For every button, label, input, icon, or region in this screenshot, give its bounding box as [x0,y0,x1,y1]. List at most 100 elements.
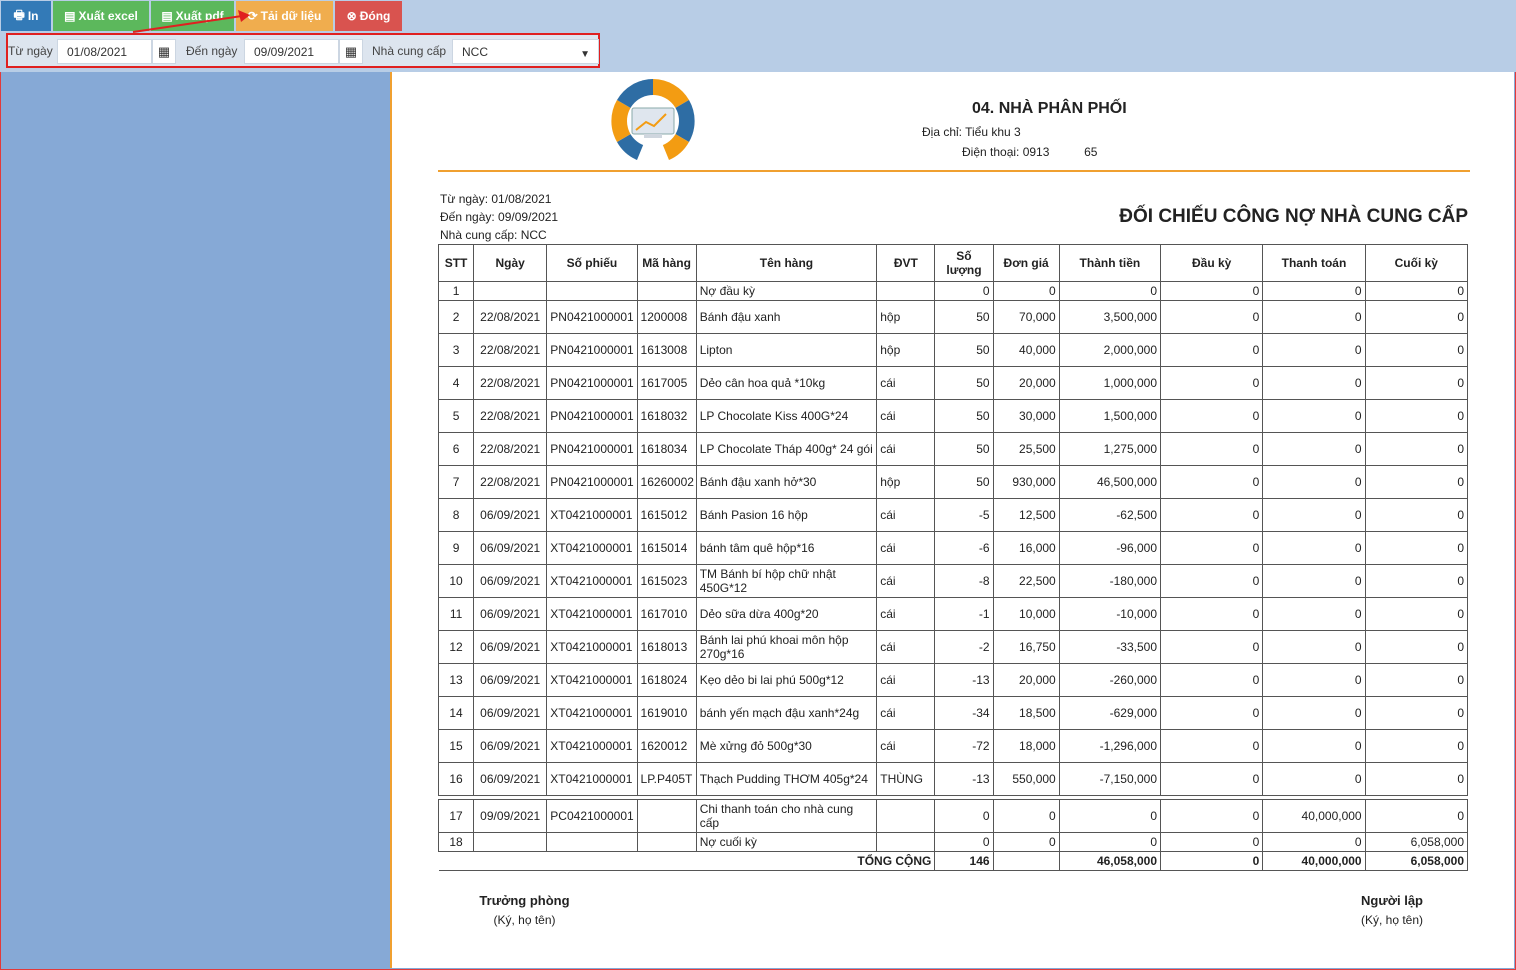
table-cell: 0 [1058,832,1162,852]
table-cell: Bánh đậu xanh hở*30 [695,465,878,499]
table-cell: -629,000 [1058,696,1162,730]
table-cell: Lipton [695,333,878,367]
table-cell: 06/09/2021 [473,762,548,796]
to-date-calendar-icon[interactable]: ▦ [339,39,363,64]
signature-right: Người lập (Ký, họ tên) [1337,893,1447,927]
table-cell: 06/09/2021 [473,729,548,763]
total-payment: 40,000,000 [1262,851,1366,871]
table-cell: 9 [437,531,475,565]
table-row: 10 06/09/2021 XT0421000001 1615023 TM Bánh b… [437,564,1469,598]
table-cell: cái [876,366,936,400]
table-cell: 0 [1160,498,1264,532]
table-cell: -6 [934,531,994,565]
close-label: Đóng [359,9,391,23]
table-cell: XT0421000001 [546,630,638,664]
from-date-calendar-icon[interactable]: ▦ [152,39,176,64]
table-cell: 50 [934,333,994,367]
table-cell: 1615023 [636,564,697,598]
supplier-select[interactable]: NCC ▼ [452,39,599,64]
table-cell: 7 [437,465,475,499]
table-cell: bánh yến mạch đậu xanh*24g [695,696,878,730]
table-cell: 4 [437,366,475,400]
report-from-date: Từ ngày: 01/08/2021 [440,192,552,206]
table-cell: -13 [934,762,994,796]
table-cell: 1618013 [636,630,697,664]
table-header-row: STT Ngày Số phiếu Mã hàng Tên hàng ĐVT Số lượn… [437,244,1469,282]
table-cell: 3 [437,333,475,367]
company-phone: Điện thoại: 0913 65 [962,145,1097,159]
table-cell: -33,500 [1058,630,1162,664]
to-date-label: Đến ngày [186,44,238,58]
pdf-file-icon: ▤ [161,9,173,23]
table-cell: 0 [1364,663,1469,697]
table-cell: cái [876,696,936,730]
close-button[interactable]: ⊗ Đóng [335,1,402,31]
table-cell: cái [876,597,936,631]
column-header: ĐVT [876,244,936,282]
table-cell [636,799,697,833]
column-header: Đầu kỳ [1160,244,1264,282]
signature-right-title: Người lập [1361,893,1423,908]
table-cell: hộp [876,300,936,334]
table-cell: 0 [1364,281,1469,301]
table-cell: cái [876,498,936,532]
print-button[interactable]: 🖶 In [1,1,51,31]
from-date-label: Từ ngày [8,44,53,58]
refresh-icon: ⟳ [247,9,258,23]
table-row: 6 22/08/2021 PN0421000001 1618034 LP Chocola… [437,432,1469,466]
table-cell [636,281,697,301]
from-date-input[interactable]: 01/08/2021 [57,39,152,64]
table-cell: 0 [1364,531,1469,565]
table-cell: 0 [992,281,1060,301]
table-row: 9 06/09/2021 XT0421000001 1615014 bánh tâm q… [437,531,1469,565]
table-cell: 0 [1160,799,1264,833]
table-row: 17 09/09/2021 PC0421000001 Chi thanh toán c… [437,799,1469,833]
table-cell: 1,000,000 [1058,366,1162,400]
load-data-button[interactable]: ⟳ Tải dữ liệu [236,1,333,31]
table-cell: 0 [1262,281,1366,301]
table-cell: cái [876,432,936,466]
export-pdf-button[interactable]: ▤ Xuất pdf [151,1,234,31]
table-cell: 550,000 [992,762,1060,796]
table-cell: 16 [437,762,475,796]
table-cell: cái [876,564,936,598]
table-cell: -180,000 [1058,564,1162,598]
close-circle-icon: ⊗ [346,9,357,23]
table-cell: 12,500 [992,498,1060,532]
table-cell: -7,150,000 [1058,762,1162,796]
table-cell: 1619010 [636,696,697,730]
table-row: 18 Nợ cuối kỳ 0 0 0 0 0 6,058,000 [437,832,1469,852]
table-cell: 20,000 [992,366,1060,400]
table-cell: 0 [1364,300,1469,334]
table-cell: 0 [1160,333,1264,367]
column-header: Ngày [473,244,548,282]
table-row: 7 22/08/2021 PN0421000001 16260002 Bánh đậu … [437,465,1469,499]
table-cell: 5 [437,399,475,433]
to-date-input[interactable]: 09/09/2021 [244,39,339,64]
load-data-label: Tải dữ liệu [260,9,322,23]
table-cell: 06/09/2021 [473,696,548,730]
table-cell: Bánh đậu xanh [695,300,878,334]
table-cell: Mè xửng đỏ 500g*30 [695,729,878,763]
top-bar: 🖶 In ▤ Xuất excel ▤ Xuất pdf ⟳ Tải dữ li… [0,0,1516,72]
total-qty: 146 [934,851,994,871]
table-cell: Nợ đầu kỳ [695,281,878,301]
table-cell: -62,500 [1058,498,1162,532]
table-row: 16 06/09/2021 XT0421000001 LP.P405T Thạch Pu… [437,762,1469,796]
table-cell: 22/08/2021 [473,300,548,334]
table-cell: 0 [1364,465,1469,499]
table-cell: Kẹo dẻo bi lai phú 500g*12 [695,663,878,697]
report-supplier: Nhà cung cấp: NCC [440,228,547,242]
table-cell [473,281,548,301]
export-excel-label: Xuất excel [78,9,138,23]
table-cell: 1618024 [636,663,697,697]
table-cell: 20,000 [992,663,1060,697]
table-cell: 0 [1262,597,1366,631]
table-cell: -1,296,000 [1058,729,1162,763]
export-excel-button[interactable]: ▤ Xuất excel [53,1,149,31]
table-cell: 0 [1364,564,1469,598]
table-cell: 0 [1364,432,1469,466]
table-cell: 22/08/2021 [473,465,548,499]
table-cell: hộp [876,465,936,499]
table-cell: 17 [437,799,475,833]
